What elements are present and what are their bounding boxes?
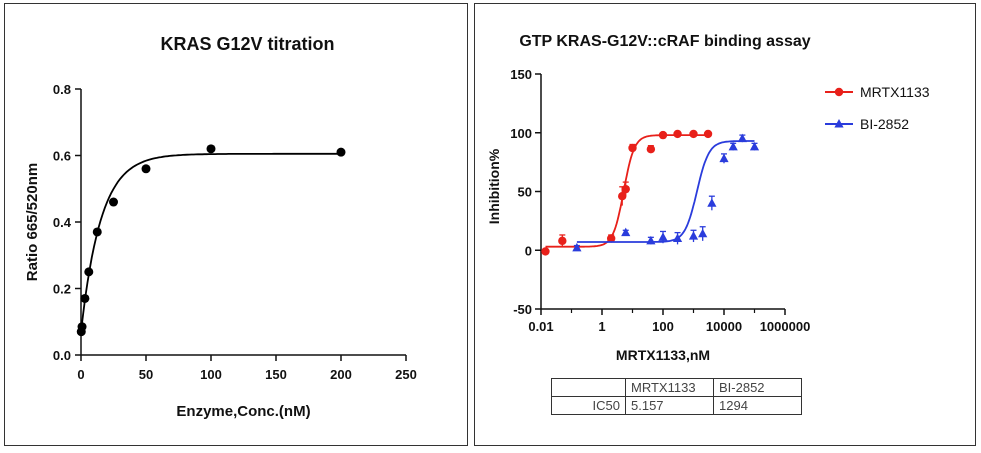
data-point [336, 147, 346, 157]
data-point [673, 129, 682, 139]
titration-chart: KRAS G12V titration 0.0 0.2 0.4 0.6 0.8 0 50 100… [24, 34, 417, 420]
data-point [658, 232, 668, 241]
data-point [707, 198, 717, 207]
x-tick-label: 250 [395, 367, 417, 382]
y-tick-label: 50 [518, 185, 532, 200]
data-point [728, 141, 738, 151]
data-point [698, 228, 708, 238]
x-tick-label: 150 [265, 367, 287, 382]
data-point [703, 129, 713, 139]
right-chart-panel: GTP KRAS-G12V::cRAF binding assay -50 0 50 1… [474, 3, 976, 446]
ic50-table-cell [551, 378, 626, 397]
ic50-table-cell: MRTX1133 [625, 378, 714, 397]
legend-label: BI-2852 [860, 116, 909, 132]
legend-label: MRTX1133 [860, 84, 930, 100]
data-point [621, 184, 630, 194]
data-point [77, 322, 87, 332]
binding-assay-chart: GTP KRAS-G12V::cRAF binding assay-500501… [486, 33, 930, 363]
data-point [688, 231, 699, 240]
x-tick-label: 0.01 [528, 319, 553, 334]
data-point [84, 267, 94, 277]
y-tick-label: -50 [513, 302, 532, 317]
x-tick-label: 100 [200, 367, 222, 382]
data-point [628, 143, 637, 153]
y-tick-label: 0.8 [53, 82, 71, 97]
left-chart-panel: KRAS G12V titration 0.0 0.2 0.4 0.6 0.8 0 50 100… [4, 3, 468, 446]
ic50-table-header-row: MRTX1133 BI-2852 [551, 378, 802, 397]
ic50-table-row: IC50 5.157 1294 [551, 396, 802, 415]
x-tick-label: 10000 [706, 319, 742, 334]
fit-curve [576, 140, 755, 243]
data-point [541, 247, 550, 256]
y-axis-label: Inhibition% [486, 148, 502, 224]
fit-curve [80, 152, 341, 332]
data-point [92, 227, 102, 237]
y-tick-label: 0.0 [53, 348, 71, 363]
chart-title: KRAS G12V titration [160, 34, 334, 54]
x-tick-label: 200 [330, 367, 352, 382]
x-axis-label: Enzyme,Conc.(nM) [176, 403, 310, 420]
y-tick-label: 0 [525, 243, 532, 258]
x-tick-label: 0 [77, 367, 84, 382]
y-tick-label: 0.6 [53, 149, 71, 164]
data-point [658, 130, 668, 140]
data-point [737, 133, 747, 143]
legend-marker [834, 119, 844, 128]
y-tick-label: 0.2 [53, 282, 71, 297]
x-axis-label: MRTX1133,nM [616, 347, 710, 363]
data-point [621, 227, 631, 237]
legend-marker [834, 87, 844, 97]
data-point [749, 141, 760, 151]
data-point [719, 153, 729, 163]
data-point [141, 164, 151, 174]
data-point [618, 192, 627, 201]
y-tick-label: 150 [510, 67, 532, 82]
data-point [558, 236, 567, 246]
data-point [689, 129, 698, 139]
x-tick-label: 1000000 [760, 319, 811, 334]
data-point [606, 234, 616, 243]
data-point [80, 293, 90, 303]
ic50-table: MRTX1133 BI-2852 IC50 5.157 1294 [551, 378, 802, 415]
y-tick-label: 0.4 [53, 215, 72, 230]
y-axis-label: Ratio 665/520nm [24, 163, 41, 281]
chart-title: GTP KRAS-G12V::cRAF binding assay [519, 33, 810, 50]
x-tick-label: 100 [652, 319, 674, 334]
ic50-table-cell: 5.157 [625, 396, 714, 415]
data-point [646, 235, 656, 245]
x-tick-label: 1 [598, 319, 605, 334]
x-tick-label: 50 [139, 367, 153, 382]
data-point [206, 144, 216, 154]
data-point [672, 233, 683, 242]
ic50-table-cell: 1294 [713, 396, 802, 415]
ic50-table-cell: IC50 [551, 396, 626, 415]
ic50-table-cell: BI-2852 [713, 378, 802, 397]
data-point [646, 145, 656, 154]
data-point [109, 197, 118, 207]
y-tick-label: 100 [510, 126, 532, 141]
data-point [572, 242, 582, 252]
